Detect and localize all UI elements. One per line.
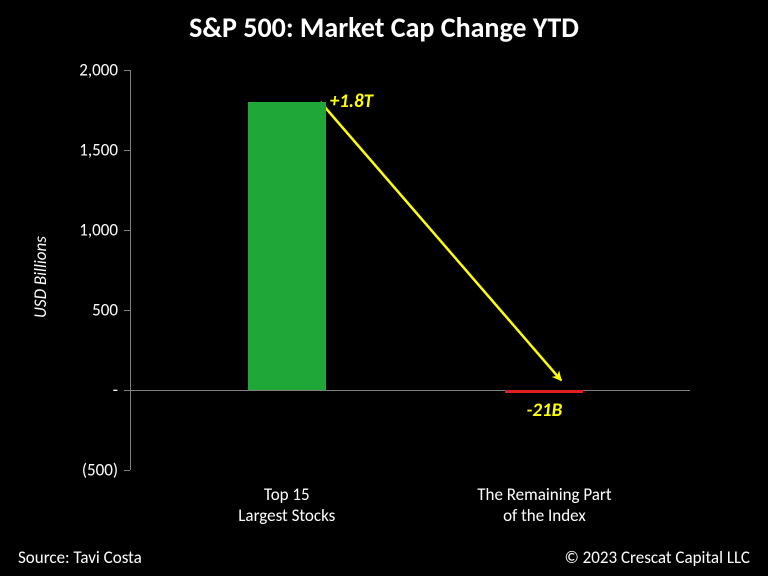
y-tick-label: 1,000 (79, 220, 130, 241)
y-axis-label: USD Billions (30, 236, 51, 318)
source-attribution: Source: Tavi Costa (18, 547, 142, 568)
bar (505, 390, 583, 393)
x-category-label: The Remaining Partof the Index (477, 484, 611, 527)
x-category-label: Top 15Largest Stocks (238, 484, 335, 527)
bar-value-label: -21B (527, 399, 563, 422)
copyright-notice: © 2023 Crescat Capital LLC (565, 547, 750, 568)
x-axis-line (130, 390, 690, 391)
y-tick-label: 1,500 (79, 140, 130, 161)
trend-arrow (130, 70, 690, 470)
plot-area: (500)-5001,0001,5002,000+1.8T-21BTop 15L… (130, 70, 690, 470)
y-tick-label: 2,000 (79, 60, 130, 81)
y-tick-label: - (113, 380, 130, 401)
y-axis-line (130, 70, 131, 470)
chart-title: S&P 500: Market Cap Change YTD (0, 10, 768, 45)
y-tick-label: (500) (82, 460, 130, 481)
y-tick-label: 500 (92, 300, 130, 321)
bar (248, 102, 326, 390)
bar-value-label: +1.8T (330, 90, 373, 113)
